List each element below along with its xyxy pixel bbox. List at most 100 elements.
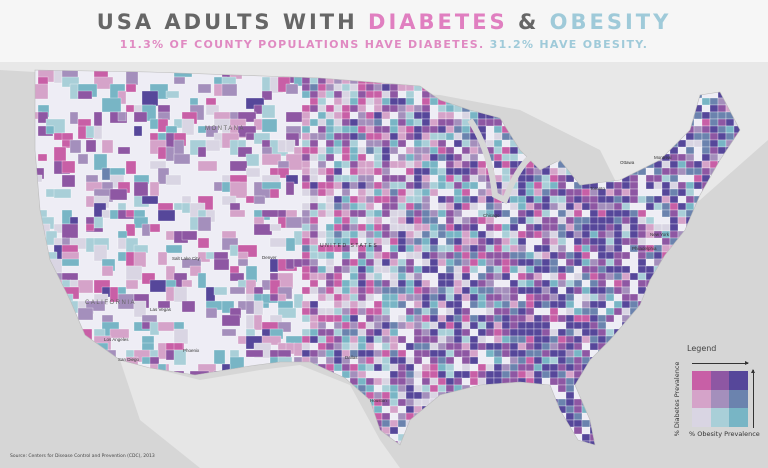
county-cell <box>541 230 551 239</box>
county-cell <box>405 314 415 323</box>
county-cell <box>429 321 439 330</box>
county-cell <box>309 195 319 204</box>
county-cell <box>533 258 543 267</box>
county-cell <box>381 139 391 148</box>
county-cell <box>341 139 351 148</box>
county-cell <box>373 153 383 162</box>
county-cell <box>533 286 543 295</box>
county-cell <box>341 153 351 162</box>
county-cell <box>493 286 503 295</box>
county-cell <box>309 265 319 274</box>
county-cell <box>549 349 559 358</box>
county-cell <box>557 230 567 239</box>
county-cell <box>69 216 79 225</box>
county-cell <box>477 230 487 239</box>
county-cell <box>405 223 415 232</box>
county-cell <box>453 223 463 232</box>
county-cell <box>469 300 479 309</box>
county-cell <box>373 279 383 288</box>
county-cell <box>85 300 106 312</box>
county-cell <box>661 223 671 232</box>
county-cell <box>517 258 527 267</box>
county-cell <box>125 279 139 290</box>
county-cell <box>429 328 439 337</box>
county-cell <box>453 188 463 197</box>
county-cell <box>677 188 687 197</box>
county-cell <box>661 209 671 218</box>
county-cell <box>93 125 103 140</box>
county-cell <box>461 279 471 288</box>
county-cell <box>557 195 567 204</box>
county-cell <box>461 314 471 323</box>
county-cell <box>453 132 463 141</box>
county-cell <box>349 335 359 344</box>
county-cell <box>589 230 599 239</box>
county-cell <box>405 286 415 295</box>
county-cell <box>677 167 687 176</box>
x-arrow <box>692 361 749 365</box>
county-cell <box>381 328 391 337</box>
county-cell <box>381 160 391 169</box>
county-cell <box>581 293 591 302</box>
county-cell <box>453 209 463 218</box>
county-cell <box>509 349 519 358</box>
county-cell <box>517 181 527 190</box>
county-cell <box>485 258 495 267</box>
county-cell <box>397 349 407 358</box>
county-cell <box>365 307 375 316</box>
county-cell <box>645 265 655 274</box>
county-cell <box>597 300 607 309</box>
county-cell <box>637 251 647 260</box>
county-cell <box>517 265 527 274</box>
county-cell <box>477 335 487 344</box>
county-cell <box>445 132 455 141</box>
county-cell <box>373 188 383 197</box>
county-cell <box>333 118 343 127</box>
county-cell <box>405 398 415 407</box>
county-cell <box>157 209 176 222</box>
county-cell <box>709 125 719 134</box>
county-cell <box>669 202 679 211</box>
county-cell <box>637 258 647 267</box>
county-cell <box>429 300 439 309</box>
county-cell <box>381 181 391 190</box>
county-cell <box>565 349 575 358</box>
county-cell <box>709 132 719 141</box>
county-cell <box>597 258 607 267</box>
county-cell <box>413 181 423 190</box>
county-cell <box>565 216 575 225</box>
county-cell <box>549 377 559 386</box>
county-cell <box>325 118 335 127</box>
county-cell <box>517 356 527 365</box>
county-cell <box>453 160 463 169</box>
county-cell <box>309 244 319 253</box>
county-cell <box>397 286 407 295</box>
county-cell <box>541 265 551 274</box>
county-cell <box>509 356 519 365</box>
county-cell <box>301 202 311 211</box>
county-cell <box>701 139 711 148</box>
county-cell <box>605 181 615 190</box>
county-cell <box>669 174 679 183</box>
county-cell <box>325 188 335 197</box>
county-cell <box>397 244 407 253</box>
county-cell <box>405 188 415 197</box>
county-cell <box>637 223 647 232</box>
county-cell <box>397 237 407 246</box>
county-cell <box>557 181 567 190</box>
county-cell <box>469 314 479 323</box>
county-cell <box>453 307 463 316</box>
county-cell <box>389 356 399 365</box>
county-cell <box>429 377 439 386</box>
county-cell <box>405 293 415 302</box>
county-cell <box>565 230 575 239</box>
county-cell <box>597 265 607 274</box>
county-cell <box>509 195 519 204</box>
county-cell <box>413 174 423 183</box>
subtitle-diabetes: 11.3% OF COUNTY POPULATIONS HAVE DIABETE… <box>119 38 485 51</box>
county-cell <box>413 125 423 134</box>
county-cell <box>605 230 615 239</box>
county-cell <box>325 335 335 344</box>
county-cell <box>461 132 471 141</box>
county-cell <box>453 202 463 211</box>
